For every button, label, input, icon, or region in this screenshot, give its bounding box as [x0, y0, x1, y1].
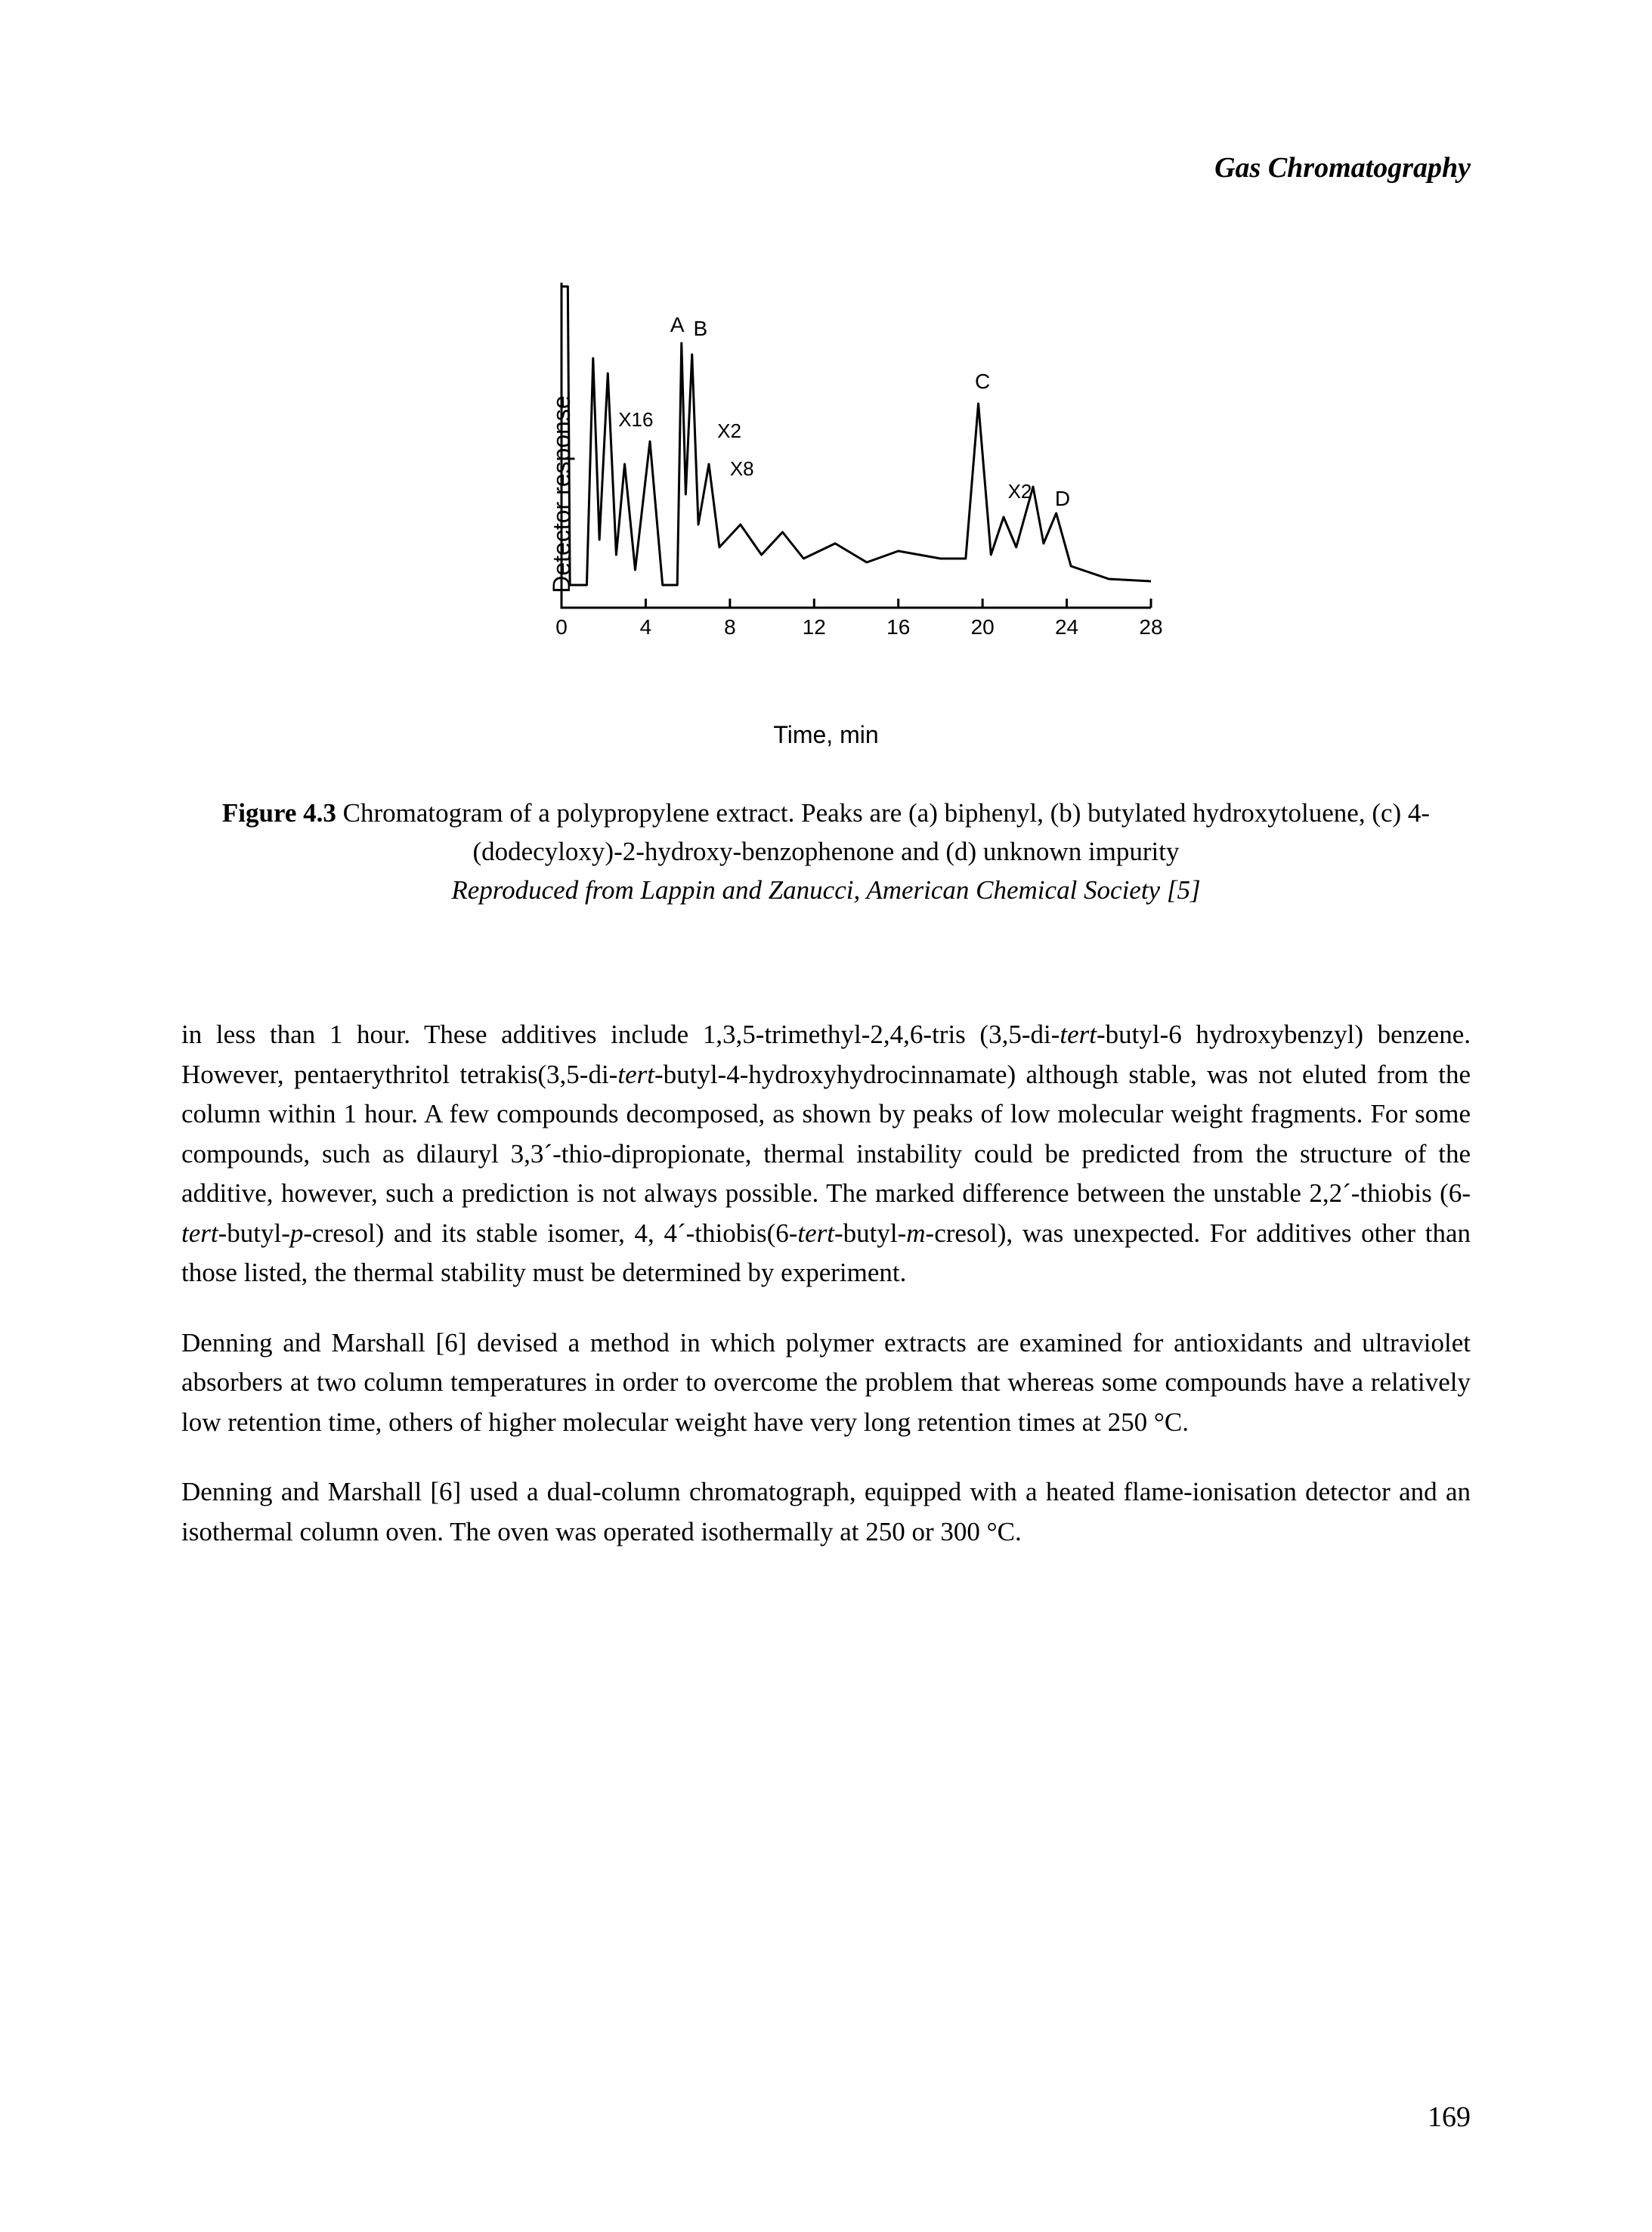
- body-text: in less than 1 hour. These additives inc…: [181, 1015, 1471, 1552]
- paragraph-3: Denning and Marshall [6] used a dual-col…: [181, 1472, 1471, 1552]
- chart-wrapper: Detector response 0481216202428 ABCD X16…: [486, 275, 1166, 714]
- svg-text:B: B: [694, 317, 708, 340]
- svg-text:16: 16: [886, 615, 910, 639]
- svg-text:4: 4: [640, 615, 652, 639]
- page-number: 169: [1428, 2100, 1471, 2134]
- svg-text:12: 12: [803, 615, 826, 639]
- svg-text:X8: X8: [730, 457, 754, 480]
- svg-text:20: 20: [971, 615, 995, 639]
- svg-text:C: C: [975, 370, 990, 393]
- paragraph-1: in less than 1 hour. These additives inc…: [181, 1015, 1471, 1293]
- svg-text:24: 24: [1055, 615, 1078, 639]
- figure-label: Figure 4.3: [222, 798, 336, 828]
- figure-caption: Figure 4.3 Chromatogram of a polypropyle…: [184, 794, 1468, 909]
- svg-text:A: A: [670, 313, 685, 336]
- svg-text:X2: X2: [717, 419, 741, 442]
- svg-text:28: 28: [1139, 615, 1162, 639]
- x-axis-label: Time, min: [773, 721, 878, 749]
- caption-text-1: Chromatogram of a polypropylene extract.…: [336, 798, 1430, 866]
- svg-text:8: 8: [724, 615, 736, 639]
- svg-text:X16: X16: [618, 408, 653, 431]
- paragraph-2: Denning and Marshall [6] devised a metho…: [181, 1323, 1471, 1443]
- figure-container: Detector response 0481216202428 ABCD X16…: [181, 275, 1471, 909]
- caption-text-2: Reproduced from Lappin and Zanucci, Amer…: [451, 875, 1200, 905]
- svg-text:X2: X2: [1008, 480, 1032, 503]
- svg-text:0: 0: [555, 615, 568, 639]
- svg-text:D: D: [1055, 487, 1070, 510]
- chromatogram-chart: 0 4 8 12 16 20 24 28 AB C D X16 X2 X8 X2: [531, 275, 1166, 668]
- running-head: Gas Chromatography: [181, 151, 1471, 184]
